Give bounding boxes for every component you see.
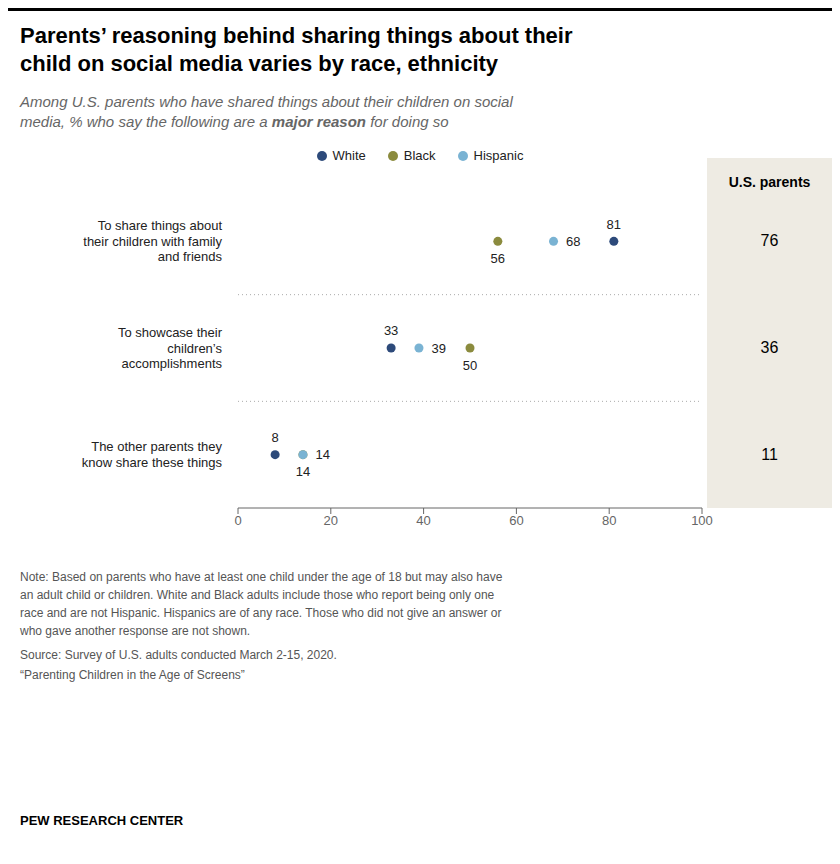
svg-text:100: 100 xyxy=(691,513,713,528)
svg-text:68: 68 xyxy=(566,234,580,249)
html-text:11: 11 xyxy=(761,445,778,463)
html-text:Parents’ reasoning behind shar: Parents’ reasoning behind sharing things… xyxy=(20,23,573,76)
html-text:Among U.S. parents who have sh: Among U.S. parents who have shared thing… xyxy=(20,93,513,131)
svg-text:14: 14 xyxy=(315,447,329,462)
html-text:U.S. parents: U.S. parents xyxy=(728,174,811,190)
html-text:36: 36 xyxy=(760,339,779,356)
svg-text:The other parents theyknow sha: The other parents theyknow share these t… xyxy=(82,439,223,470)
html-text:“Parenting Children in the Age: “Parenting Children in the Age of Screen… xyxy=(20,668,245,682)
svg-text:39: 39 xyxy=(431,341,445,356)
html-text:76: 76 xyxy=(760,232,779,250)
html-text:Note: Based on parents who hav: Note: Based on parents who have at least… xyxy=(20,570,503,638)
svg-text:To share things abouttheir chi: To share things abouttheir children with… xyxy=(83,218,222,264)
svg-text:80: 80 xyxy=(602,513,616,528)
svg-text:81: 81 xyxy=(607,217,621,232)
html-text:White: White xyxy=(332,148,366,163)
svg-text:33: 33 xyxy=(384,323,398,338)
svg-text:0: 0 xyxy=(234,513,241,528)
html-text:Black: Black xyxy=(403,148,436,163)
svg-text:60: 60 xyxy=(509,513,523,528)
html-text:PEW RESEARCH CENTER: PEW RESEARCH CENTER xyxy=(20,813,184,828)
svg-text:14: 14 xyxy=(296,464,310,479)
html-text:Source: Survey of U.S. adults: Source: Survey of U.S. adults conducted … xyxy=(20,648,337,662)
svg-text:50: 50 xyxy=(463,358,477,373)
svg-text:56: 56 xyxy=(491,251,505,266)
svg-text:20: 20 xyxy=(324,513,338,528)
svg-text:40: 40 xyxy=(416,513,430,528)
svg-text:8: 8 xyxy=(272,430,279,445)
html-text:Hispanic: Hispanic xyxy=(473,148,524,163)
svg-text:To showcase theirchildren’sacc: To showcase theirchildren’saccomplishmen… xyxy=(118,325,223,371)
